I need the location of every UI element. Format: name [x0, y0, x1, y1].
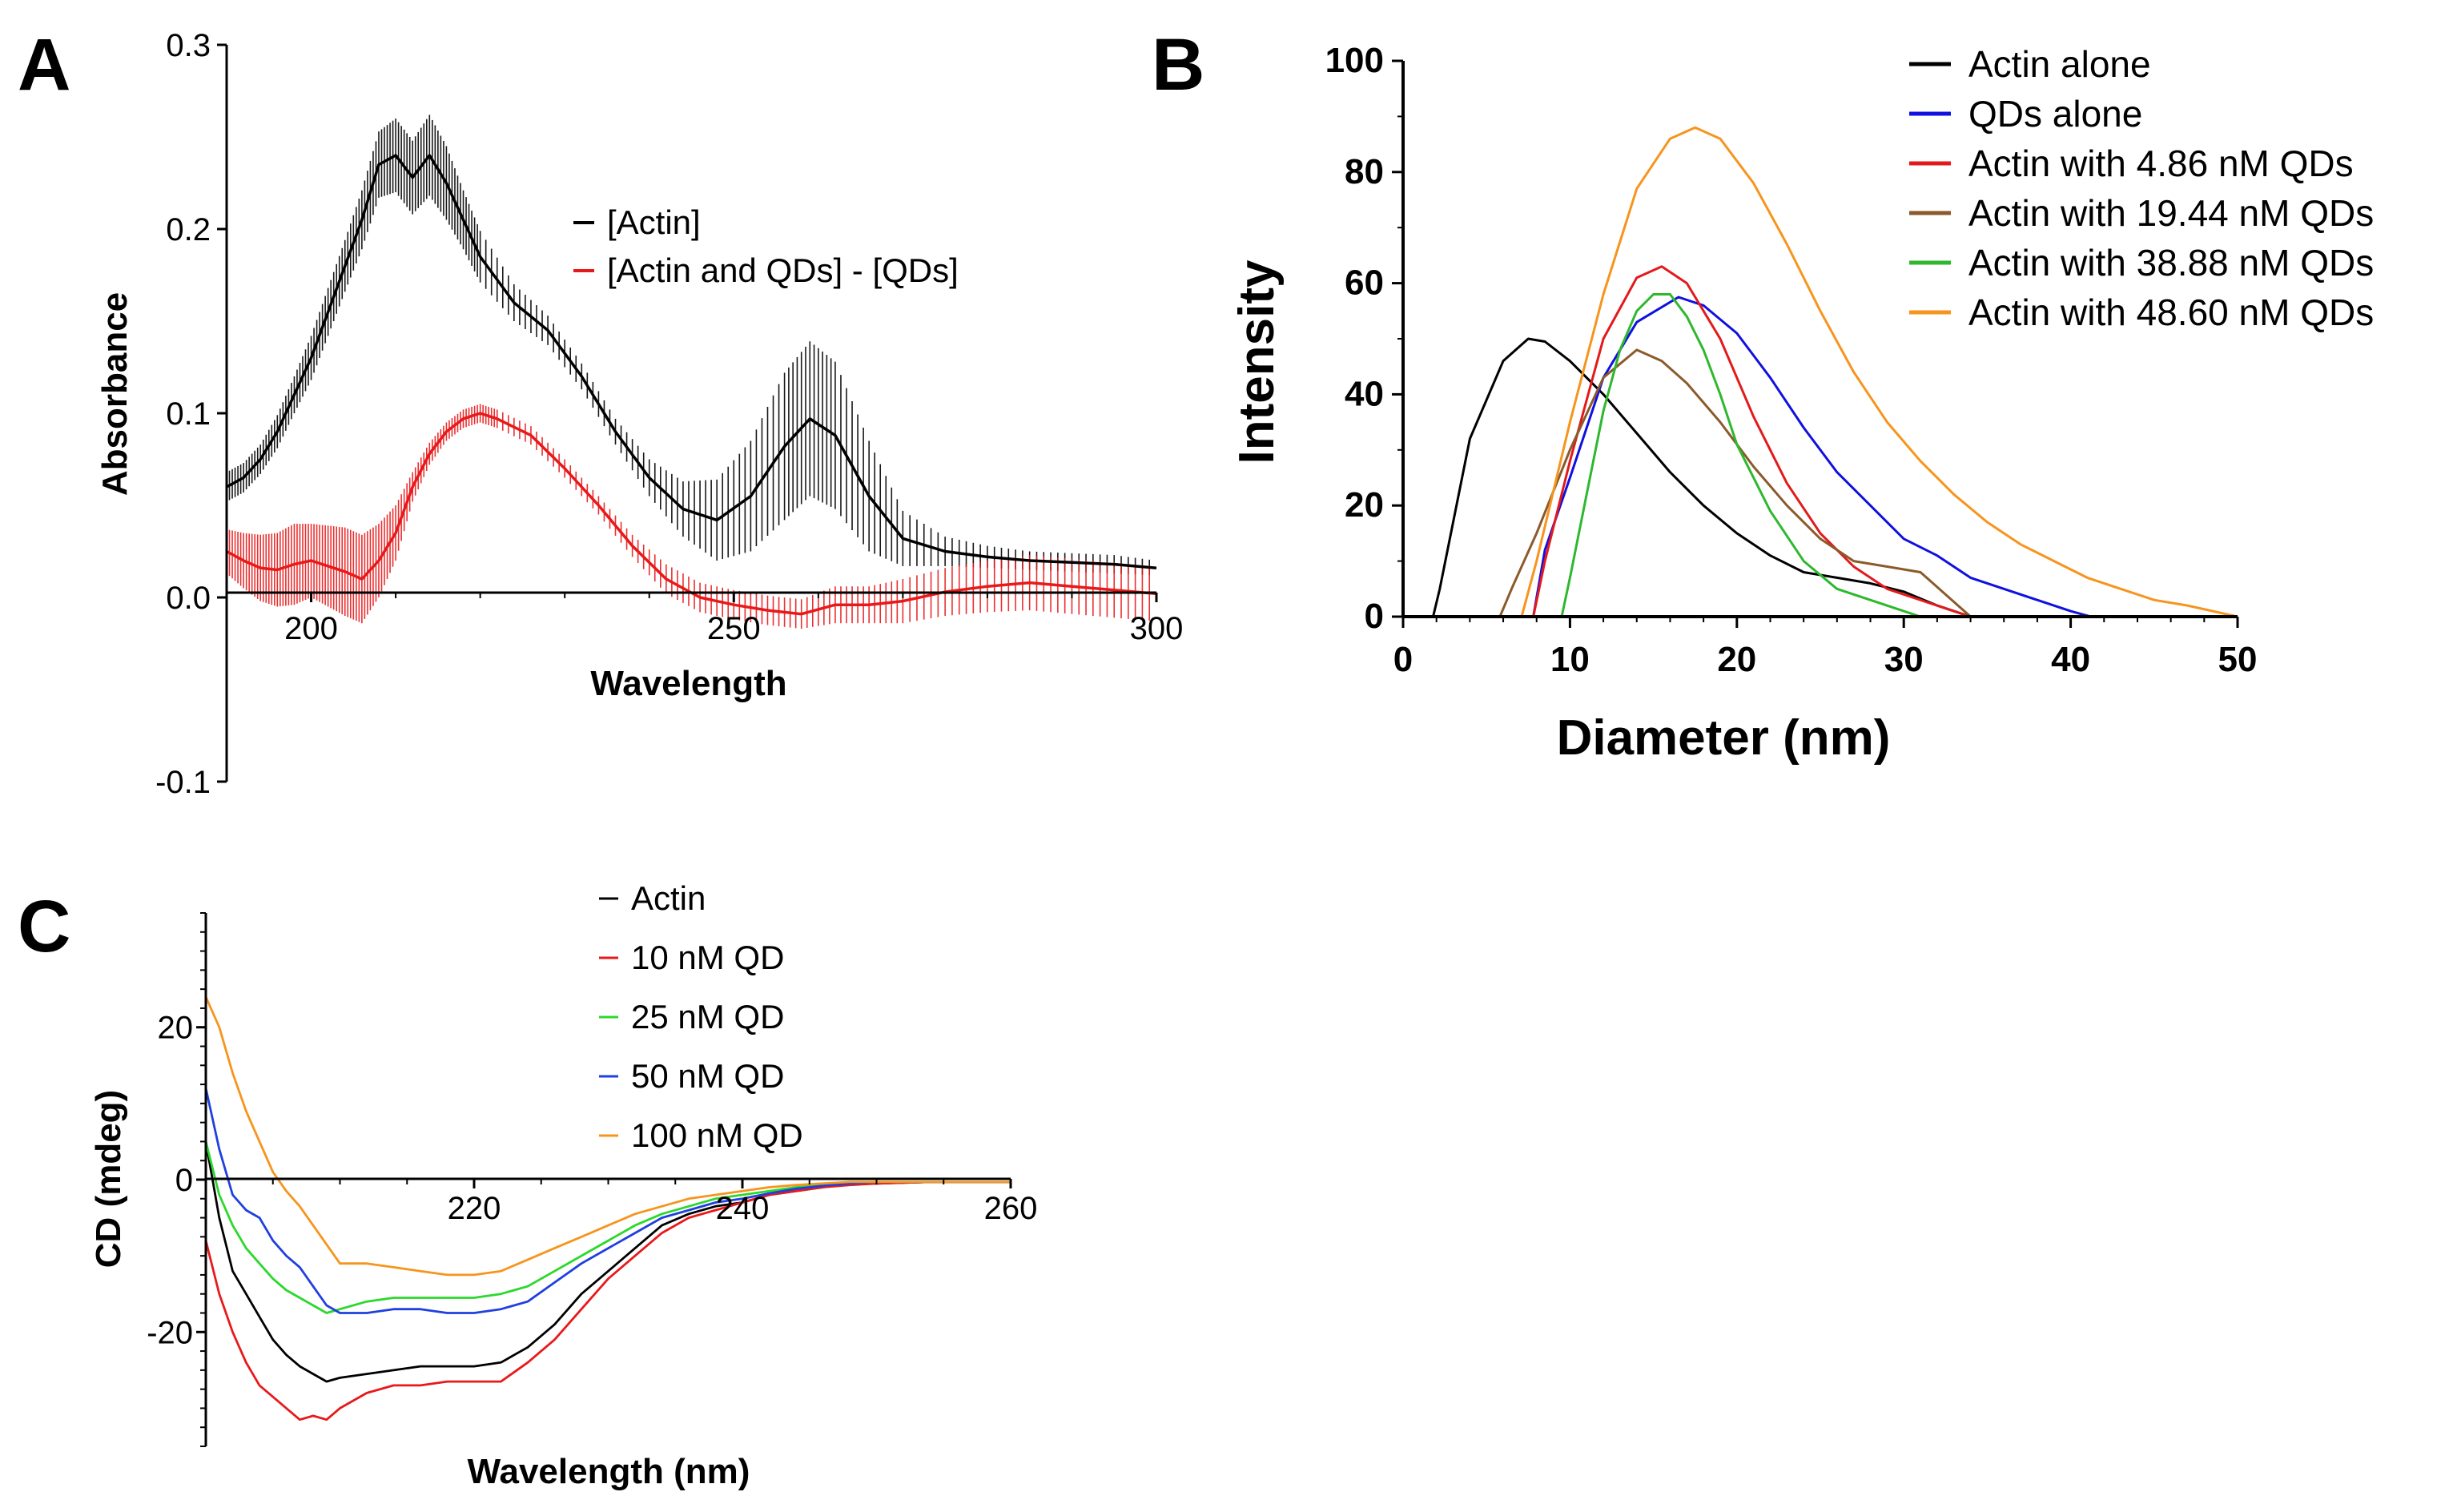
panel-c-xtick-label: 260 [984, 1191, 1038, 1226]
panel-b-legend-48-60: Actin with 48.60 nM QDs [1968, 292, 2374, 333]
panel-c-ytick-label: 0 [175, 1163, 193, 1198]
panel-a: A -0.1 0.0 0.1 0.2 0.3 200 250 300 Wavel… [18, 24, 1183, 800]
panel-b-y-ticks [1392, 59, 1403, 618]
series-line-b-5 [1403, 126, 2238, 618]
panel-a-error-bars [226, 115, 1151, 629]
series-line-c-2 [204, 1141, 1011, 1314]
panel-c-ytick-label: -20 [147, 1315, 193, 1350]
panel-b-x-ticks [1401, 617, 2239, 628]
panel-a-ytick-label: 0.2 [166, 212, 211, 247]
panel-b-y-axis-title: Intensity [1229, 259, 1285, 464]
panel-b-x-axis-title: Diameter (nm) [1557, 710, 1891, 766]
panel-a-lines [226, 154, 1157, 616]
panel-a-ytick-label: 0.0 [166, 581, 211, 616]
panel-c-y-axis-title: CD (mdeg) [89, 1090, 128, 1268]
panel-a-xtick-label: 200 [284, 611, 338, 646]
panel-b-xtick-label: 10 [1550, 640, 1590, 679]
panel-a-xtick-label: 300 [1130, 611, 1184, 646]
panel-a-x-axis-title: Wavelength [590, 664, 786, 703]
panel-b-ytick-label: 60 [1345, 263, 1384, 303]
panel-c-y-ticks [196, 912, 206, 1447]
series-line-b-4 [1403, 293, 1921, 618]
panel-b-ytick-label: 0 [1365, 597, 1384, 636]
series-line-c-0 [204, 1141, 1011, 1383]
panel-c-xtick-label: 220 [448, 1191, 501, 1226]
panel-b-legend-4-86: Actin with 4.86 nM QDs [1968, 143, 2354, 184]
panel-a-xtick-label: 250 [707, 611, 761, 646]
series-line-c-3 [204, 1088, 1011, 1314]
panel-c-lines [204, 996, 1011, 1422]
panel-a-ytick-label: 0.1 [166, 396, 211, 432]
panel-b: B 0 20 40 60 80 100 0 10 20 30 40 50 Dia… [1152, 24, 2374, 766]
series-line-a-1 [226, 412, 1157, 616]
panel-c-legend-10nm: 10 nM QD [631, 939, 784, 976]
panel-b-legend-38-88: Actin with 38.88 nM QDs [1968, 242, 2374, 284]
panel-a-legend-actin: [Actin] [607, 203, 701, 241]
series-line-b-3 [1403, 348, 1972, 618]
panel-c-legend-100nm: 100 nM QD [631, 1116, 803, 1154]
panel-c-legend-25nm: 25 nM QD [631, 998, 784, 1035]
panel-c-x-axis-title: Wavelength (nm) [468, 1452, 750, 1491]
panel-b-label: B [1152, 24, 1204, 106]
panel-b-ytick-label: 40 [1345, 374, 1384, 413]
panel-b-ytick-label: 80 [1345, 152, 1384, 191]
panel-b-ytick-label: 20 [1345, 485, 1384, 525]
panel-c-x-ticks [205, 1179, 1012, 1188]
series-line-a-0 [226, 154, 1157, 569]
panel-a-y-axis-title: Absorbance [95, 292, 135, 496]
panel-c-xtick-label: 240 [716, 1191, 770, 1226]
panel-a-legend-actin-qds: [Actin and QDs] - [QDs] [607, 251, 959, 289]
panel-b-xtick-label: 40 [2051, 640, 2090, 679]
panel-a-y-ticks [217, 43, 227, 783]
panel-b-legend-qds-alone: QDs alone [1968, 93, 2142, 135]
series-line-b-2 [1403, 265, 1972, 618]
panel-b-xtick-label: 20 [1717, 640, 1756, 679]
panel-c-legend-50nm: 50 nM QD [631, 1057, 784, 1095]
panel-b-lines [1403, 126, 2238, 618]
panel-b-xtick-label: 0 [1393, 640, 1413, 679]
series-line-b-1 [1403, 296, 2091, 618]
panel-a-ytick-label: -0.1 [155, 765, 211, 800]
panel-b-legend-actin-alone: Actin alone [1968, 43, 2151, 85]
panel-b-xtick-label: 30 [1884, 640, 1924, 679]
panel-b-legend-19-44: Actin with 19.44 nM QDs [1968, 192, 2374, 234]
panel-a-ytick-label: 0.3 [166, 28, 211, 63]
panel-a-label: A [18, 24, 70, 106]
panel-a-x-ticks [226, 593, 1158, 602]
panel-c-legend-actin: Actin [631, 879, 706, 917]
series-line-c-1 [204, 1180, 1011, 1422]
panel-c-ytick-label: 20 [158, 1011, 194, 1046]
series-line-b-0 [1403, 337, 1972, 618]
panel-b-ytick-label: 100 [1325, 41, 1384, 80]
panel-b-xtick-label: 50 [2218, 640, 2258, 679]
panel-c-label: C [18, 886, 70, 967]
panel-c: C 20 0 -20 220 240 260 Wavelength (nm) C… [18, 879, 1037, 1491]
